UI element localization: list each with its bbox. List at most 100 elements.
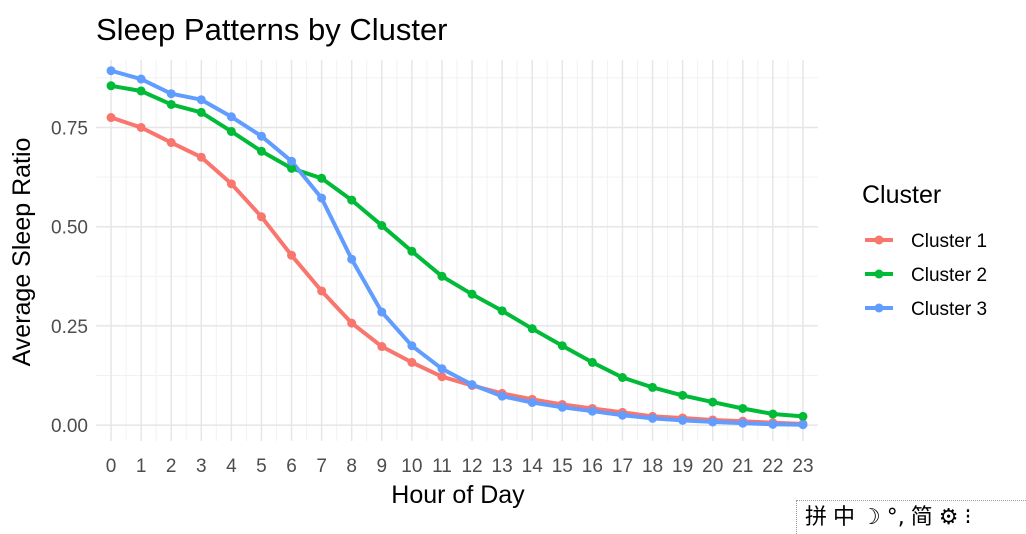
legend: Cluster Cluster 1 Cluster 2 Cluster 3 xyxy=(862,181,987,320)
y-axis-ticks: 0.00 0.25 0.50 0.75 xyxy=(51,118,88,437)
y-tick-label: 0.50 xyxy=(51,218,88,239)
data-point-cluster-2 xyxy=(648,382,658,392)
series-line-cluster-3 xyxy=(109,68,805,427)
data-point-cluster-1 xyxy=(317,286,327,296)
ime-toolbar[interactable]: 拼中 ☽ °, 简 ⚙ ⁝ xyxy=(796,500,1026,534)
x-tick-label: 14 xyxy=(522,456,544,477)
x-tick-label: 16 xyxy=(582,456,603,477)
data-point-cluster-3 xyxy=(798,420,808,430)
more-icon[interactable]: ⁝ xyxy=(964,504,972,530)
data-point-cluster-3 xyxy=(497,391,507,401)
x-tick-label: 6 xyxy=(286,456,297,477)
data-point-cluster-2 xyxy=(347,195,357,205)
grid xyxy=(96,60,818,441)
data-point-cluster-2 xyxy=(527,324,537,334)
y-axis-title: Average Sleep Ratio xyxy=(8,138,36,367)
x-tick-label: 3 xyxy=(196,456,207,477)
data-point-cluster-2 xyxy=(287,163,297,173)
simplified-icon[interactable]: 简 xyxy=(910,504,933,530)
data-point-cluster-3 xyxy=(136,74,146,84)
data-point-cluster-3 xyxy=(407,341,417,351)
series-line-cluster-1 xyxy=(109,115,805,426)
legend-point-cluster-2 xyxy=(874,269,884,279)
data-point-cluster-3 xyxy=(166,89,176,99)
data-point-cluster-2 xyxy=(437,271,447,281)
data-point-cluster-3 xyxy=(617,410,627,420)
series-line-cluster-2 xyxy=(109,83,805,419)
data-point-cluster-1 xyxy=(196,152,206,162)
x-tick-label: 19 xyxy=(672,456,693,477)
legend-label-cluster-2: Cluster 2 xyxy=(911,265,987,286)
x-tick-label: 5 xyxy=(256,456,267,477)
legend-item-cluster-1: Cluster 1 xyxy=(865,231,987,252)
data-point-cluster-1 xyxy=(226,179,236,189)
data-point-cluster-1 xyxy=(287,250,297,260)
x-tick-label: 8 xyxy=(346,456,357,477)
data-point-cluster-3 xyxy=(377,307,387,317)
punctuation-icon[interactable]: °, xyxy=(886,504,905,530)
data-point-cluster-3 xyxy=(256,131,266,141)
data-point-cluster-3 xyxy=(678,415,688,425)
x-tick-label: 9 xyxy=(377,456,388,477)
data-point-cluster-3 xyxy=(287,156,297,166)
data-point-cluster-1 xyxy=(377,342,387,352)
data-point-cluster-2 xyxy=(798,411,808,421)
data-point-cluster-2 xyxy=(377,220,387,230)
x-tick-label: 13 xyxy=(492,456,513,477)
chart-title: Sleep Patterns by Cluster xyxy=(96,12,448,47)
x-tick-label: 23 xyxy=(792,456,813,477)
x-tick-label: 0 xyxy=(106,456,117,477)
y-tick-label: 0.00 xyxy=(51,416,88,437)
data-point-cluster-1 xyxy=(407,357,417,367)
data-point-cluster-1 xyxy=(106,113,116,123)
data-point-cluster-3 xyxy=(648,413,658,423)
y-tick-label: 0.75 xyxy=(51,118,88,139)
data-point-cluster-2 xyxy=(768,409,778,419)
data-point-cluster-3 xyxy=(557,402,567,412)
data-point-cluster-3 xyxy=(587,406,597,416)
x-tick-label: 1 xyxy=(136,456,147,477)
x-tick-label: 10 xyxy=(401,456,422,477)
x-tick-label: 4 xyxy=(226,456,237,477)
series-points xyxy=(106,66,808,430)
data-point-cluster-2 xyxy=(738,403,748,413)
data-point-cluster-2 xyxy=(557,341,567,351)
data-point-cluster-1 xyxy=(437,372,447,382)
x-axis-title: Hour of Day xyxy=(391,481,525,509)
data-point-cluster-2 xyxy=(617,373,627,382)
data-point-cluster-2 xyxy=(317,173,327,183)
x-tick-label: 17 xyxy=(612,456,633,477)
legend-point-cluster-3 xyxy=(874,303,884,313)
data-point-cluster-3 xyxy=(738,418,748,428)
data-point-cluster-1 xyxy=(256,212,266,222)
legend-title: Cluster xyxy=(862,181,941,209)
x-tick-label: 12 xyxy=(461,456,482,477)
x-tick-label: 22 xyxy=(762,456,783,477)
y-tick-label: 0.25 xyxy=(51,317,88,338)
moon-icon[interactable]: ☽ xyxy=(861,504,881,530)
grid-icon[interactable]: 拼 xyxy=(805,504,828,530)
data-point-cluster-3 xyxy=(106,66,116,76)
mode-chinese[interactable]: 中 xyxy=(833,504,856,530)
data-point-cluster-3 xyxy=(708,417,718,427)
legend-label-cluster-3: Cluster 3 xyxy=(911,299,987,320)
data-point-cluster-1 xyxy=(166,138,176,148)
legend-label-cluster-1: Cluster 1 xyxy=(911,231,987,252)
data-point-cluster-3 xyxy=(347,254,357,264)
data-point-cluster-2 xyxy=(256,146,266,156)
data-point-cluster-2 xyxy=(136,86,146,96)
data-point-cluster-3 xyxy=(527,398,537,408)
data-point-cluster-2 xyxy=(196,107,206,117)
settings-icon[interactable]: ⚙ xyxy=(938,504,959,530)
legend-point-cluster-1 xyxy=(874,235,884,245)
data-point-cluster-3 xyxy=(467,380,477,390)
x-tick-label: 15 xyxy=(552,456,573,477)
legend-item-cluster-3: Cluster 3 xyxy=(865,299,987,320)
x-tick-label: 20 xyxy=(702,456,723,477)
data-point-cluster-2 xyxy=(467,289,477,299)
x-tick-label: 7 xyxy=(316,456,327,477)
x-tick-label: 2 xyxy=(166,456,177,477)
data-point-cluster-3 xyxy=(196,95,206,105)
data-point-cluster-1 xyxy=(136,122,146,132)
